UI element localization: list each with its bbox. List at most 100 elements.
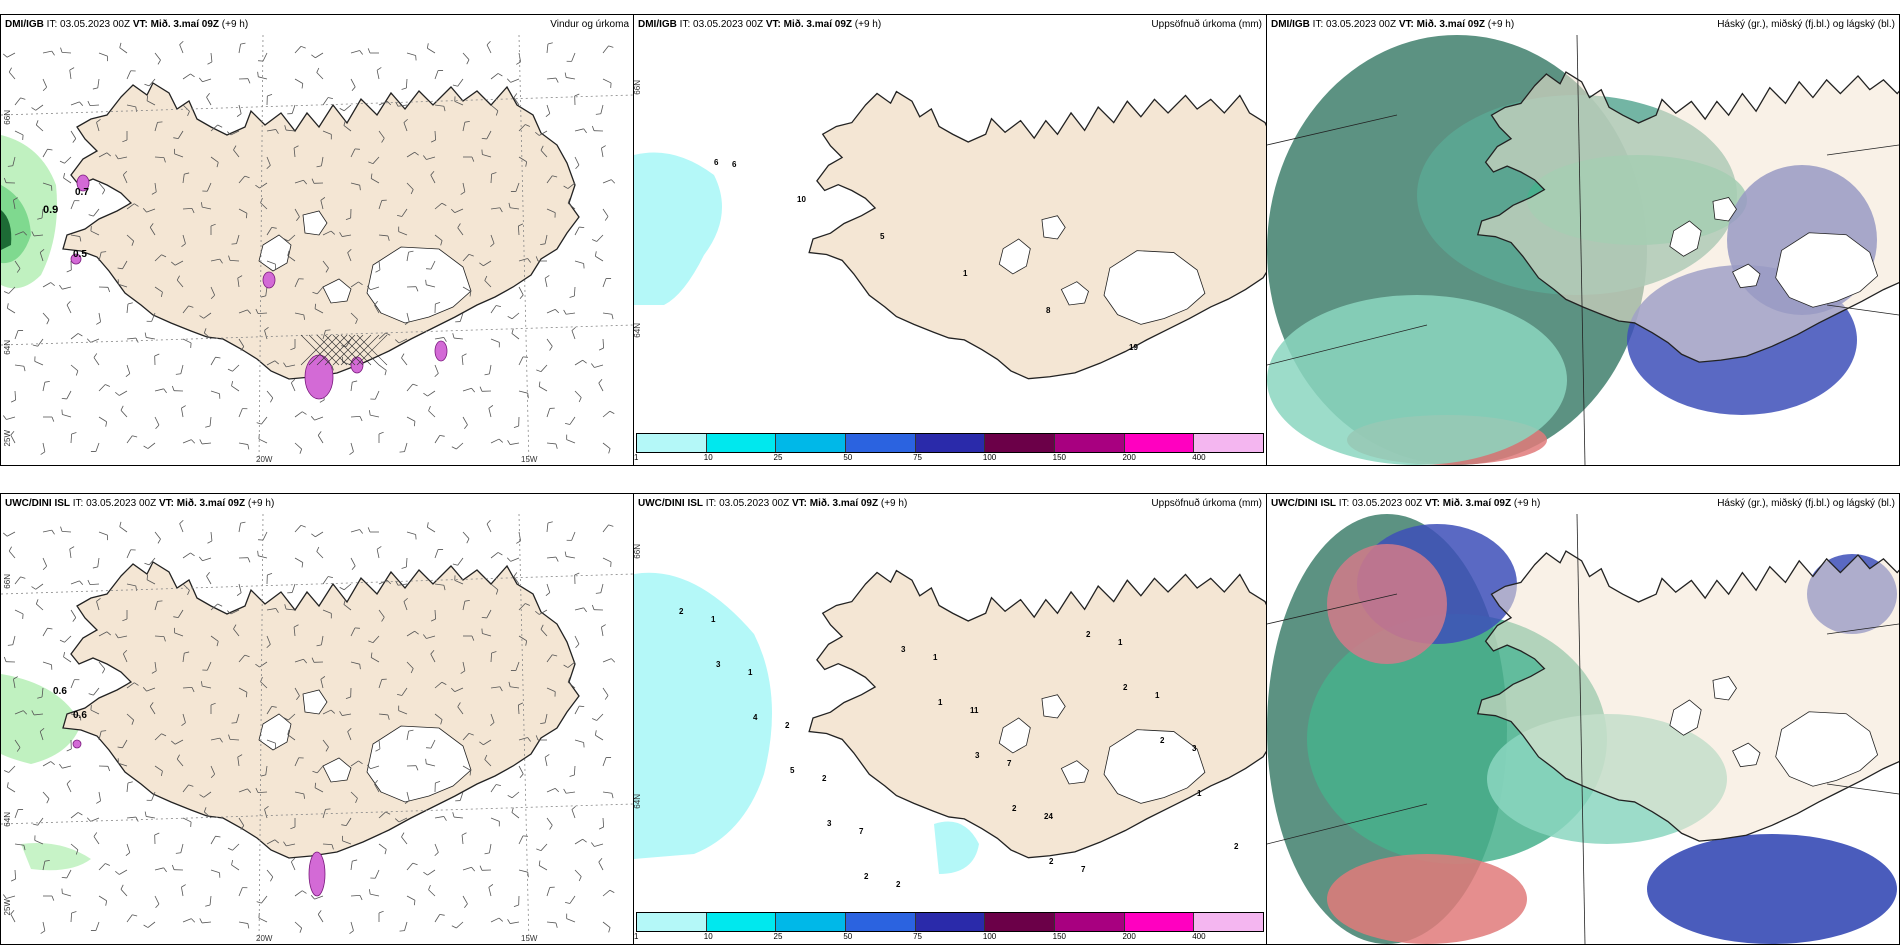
accum-value-label: 3 (827, 819, 832, 828)
lat-label-66n: 66N (633, 80, 642, 95)
lon-label-20w: 20W (256, 455, 273, 464)
colorbar-swatch (985, 913, 1056, 931)
colorbar-swatch (915, 913, 986, 931)
panel-product-title: Uppsöfnuð úrkoma (mm) (1151, 498, 1262, 509)
accum-value-label: 2 (1234, 842, 1239, 851)
colorbar-tick-label: 50 (843, 932, 853, 941)
colorbar (636, 433, 1264, 453)
colorbar-tick-label: 50 (843, 453, 853, 462)
accum-value-label: 1 (1197, 789, 1202, 798)
map-accum-precip: 6 10 5 1 8 19 6 (634, 90, 1266, 380)
colorbar-ticks: 1 10 25 50 75 100 150 200 400 (634, 453, 1264, 465)
accum-value-label: 7 (1081, 865, 1086, 874)
precip-value-label: 0.6 (73, 710, 87, 721)
colorbar-swatch (985, 434, 1056, 452)
colorbar-swatch (776, 913, 847, 931)
accum-value-label: 2 (679, 607, 684, 616)
accum-value-label: 6 (714, 158, 719, 167)
accum-value-label: 2 (1123, 683, 1128, 692)
accum-value-label: 8 (1046, 306, 1051, 315)
colorbar-swatch (1194, 434, 1264, 452)
colorbar-tick-label: 400 (1192, 932, 1206, 941)
accum-value-label: 6 (732, 160, 737, 169)
accum-value-label: 2 (864, 872, 869, 881)
colorbar-tick-label: 200 (1122, 932, 1136, 941)
lat-label-64n: 64N (3, 812, 12, 827)
panel-dmi-wind: DMI/IGB IT: 03.05.2023 00Z VT: Mið. 3.ma… (0, 14, 634, 466)
accum-value-label: 2 (1012, 804, 1017, 813)
panel-header: UWC/DINI ISL IT: 03.05.2023 00Z VT: Mið.… (1267, 494, 1899, 514)
accum-value-label: 1 (938, 698, 943, 707)
accum-value-label: 4 (753, 713, 758, 722)
lat-label-66n: 66N (633, 544, 642, 559)
colorbar-tick-label: 25 (773, 453, 783, 462)
accum-value-label: 3 (975, 751, 980, 760)
precip-value-label: 0.7 (75, 187, 89, 198)
colorbar-tick-label: 75 (913, 453, 923, 462)
precip-value-label: 0.5 (73, 249, 87, 260)
colorbar (636, 912, 1264, 932)
accum-value-label: 1 (1118, 638, 1123, 647)
colorbar-swatch (706, 913, 777, 931)
colorbar-tick-label: 100 (982, 453, 997, 462)
lon-label-15w: 15W (521, 455, 538, 464)
colorbar-tick-label: 75 (913, 932, 923, 941)
panel-header: DMI/IGB IT: 03.05.2023 00Z VT: Mið. 3.ma… (1, 15, 633, 35)
colorbar-tick-label: 10 (703, 932, 713, 941)
map-cloud-cover (1267, 514, 1899, 944)
accum-value-label: 2 (1160, 736, 1165, 745)
colorbar-tick-label: 400 (1192, 453, 1206, 462)
panel-uwc-accum: UWC/DINI ISL IT: 03.05.2023 00Z VT: Mið.… (633, 493, 1267, 945)
colorbar-tick-label: 1 (634, 932, 639, 941)
colorbar-ticks: 1 10 25 50 75 100 150 200 400 (634, 932, 1264, 944)
accum-value-label: 3 (901, 645, 906, 654)
colorbar-swatch (1055, 434, 1125, 452)
lon-label-25w: 25W (3, 899, 12, 916)
accum-value-label: 3 (716, 660, 721, 669)
lat-label-64n: 64N (633, 323, 642, 338)
lon-label-25w: 25W (3, 430, 12, 447)
map-wind-precip: 0.7 0.9 0.5 (1, 35, 633, 465)
accum-value-label: 2 (1049, 857, 1054, 866)
accum-value-label: 5 (790, 766, 795, 775)
panel-product-title: Uppsöfnuð úrkoma (mm) (1151, 19, 1262, 30)
lat-label-66n: 66N (3, 110, 12, 125)
panel-product-title: Háský (gr.), miðský (fj.bl.) og lágský (… (1717, 498, 1895, 509)
lat-label-64n: 64N (3, 340, 12, 355)
colorbar-swatch (706, 434, 777, 452)
panel-header: UWC/DINI ISL IT: 03.05.2023 00Z VT: Mið.… (634, 494, 1266, 514)
panel-product-title: Vindur og úrkoma (550, 19, 629, 30)
lon-label-20w: 20W (256, 934, 273, 943)
accum-value-label: 2 (785, 721, 790, 730)
accum-value-label: 1 (748, 668, 753, 677)
panel-dmi-accum: DMI/IGB IT: 03.05.2023 00Z VT: Mið. 3.ma… (633, 14, 1267, 466)
panel-uwc-cloud: UWC/DINI ISL IT: 03.05.2023 00Z VT: Mið.… (1266, 493, 1900, 945)
colorbar-tick-label: 150 (1052, 932, 1067, 941)
lat-label-64n: 64N (633, 794, 642, 809)
colorbar-swatch (776, 434, 847, 452)
accum-value-label: 7 (859, 827, 864, 836)
colorbar-swatch (1194, 913, 1264, 931)
accum-value-label: 19 (1129, 343, 1138, 352)
colorbar-swatch (846, 434, 916, 452)
accum-value-label: 11 (970, 706, 979, 715)
panel-uwc-wind: UWC/DINI ISL IT: 03.05.2023 00Z VT: Mið.… (0, 493, 634, 945)
accum-value-label: 10 (797, 195, 806, 204)
accum-value-label: 24 (1044, 812, 1053, 821)
panel-dmi-cloud: DMI/IGB IT: 03.05.2023 00Z VT: Mið. 3.ma… (1266, 14, 1900, 466)
accum-value-label: 5 (880, 232, 885, 241)
panel-product-title: Háský (gr.), miðský (fj.bl.) og lágský (… (1717, 19, 1895, 30)
lat-label-66n: 66N (3, 574, 12, 589)
precip-value-label: 0.6 (53, 686, 67, 697)
colorbar-tick-label: 200 (1122, 453, 1136, 462)
accum-value-label: 7 (1007, 759, 1012, 768)
colorbar-tick-label: 150 (1052, 453, 1067, 462)
accum-value-label: 1 (963, 269, 968, 278)
map-cloud-cover (1267, 35, 1899, 465)
colorbar-tick-label: 100 (982, 932, 997, 941)
colorbar-swatch (1124, 913, 1195, 931)
accum-value-label: 2 (1086, 630, 1091, 639)
accum-value-label: 2 (822, 774, 827, 783)
accum-value-label: 1 (933, 653, 938, 662)
